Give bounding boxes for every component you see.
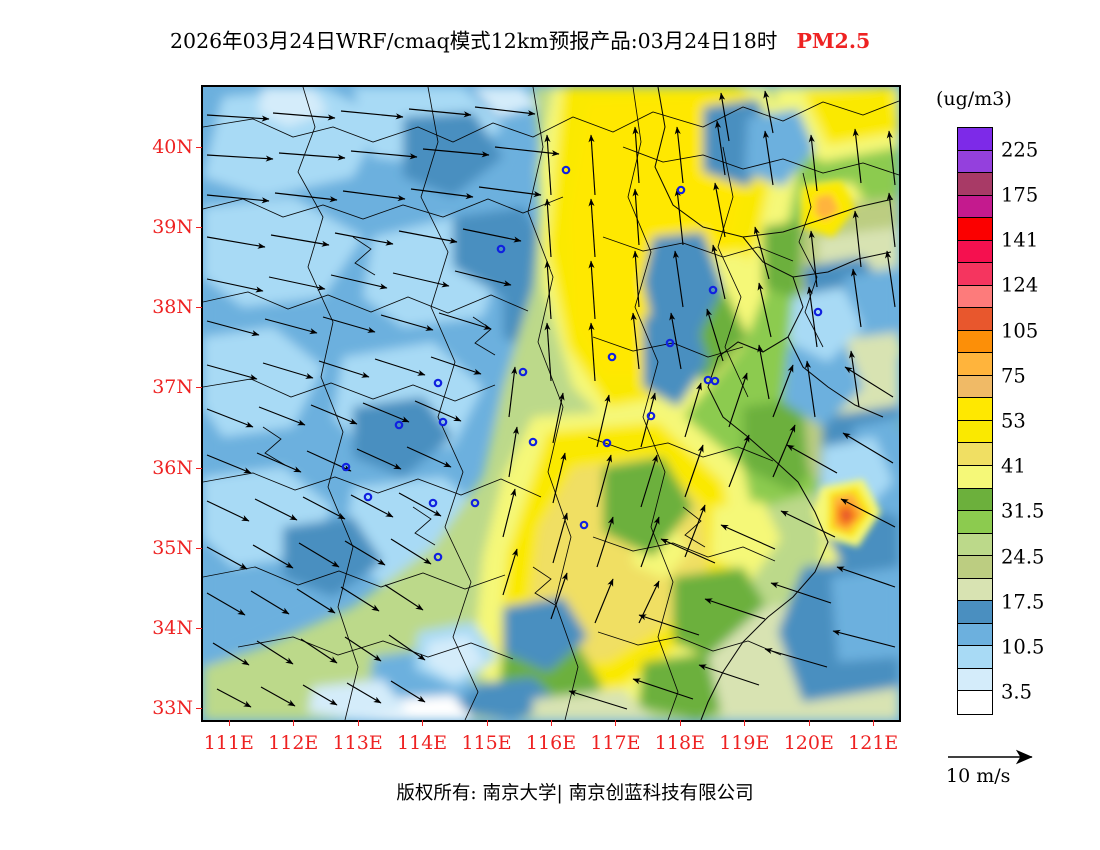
administrative-boundaries [203,87,899,720]
colorbar-band [958,195,992,219]
x-axis-label: 116E [525,732,577,754]
y-axis-tick [196,707,202,709]
y-axis-label: 36N [152,456,193,479]
colorbar-band [958,308,992,331]
colorbar-band [958,465,992,489]
title-species-label: PM2.5 [796,29,871,53]
colorbar-band [958,420,992,444]
map-plot-area[interactable] [201,85,901,722]
x-axis-tick [679,720,681,726]
y-axis-label: 38N [152,296,193,319]
station-marker-group[interactable] [341,165,823,562]
colorbar-band [958,668,992,692]
x-axis-tick [228,720,230,726]
y-axis-label: 39N [152,216,193,239]
colorbar-tick-label: 175 [1001,183,1039,207]
colorbar-band [958,263,992,286]
colorbar-band [958,240,992,264]
colorbar-band [958,330,992,354]
x-axis-label: 121E [848,732,899,754]
x-axis-tick [744,720,746,726]
colorbar-tick-label: 17.5 [1001,590,1045,614]
colorbar-unit-label: (ug/m3) [936,88,1012,110]
wind-scale-arrow [948,749,1033,765]
colorbar[interactable] [957,127,993,715]
colorbar-tick-label: 225 [1001,138,1039,162]
colorbar-band [958,556,992,579]
colorbar-tick-label: 31.5 [1001,499,1045,523]
wind-vector-field [206,90,896,710]
colorbar-tick-label: 24.5 [1001,545,1045,569]
colorbar-tick-label: 41 [1001,454,1026,478]
y-axis-label: 34N [152,616,193,639]
y-axis-label: 37N [152,376,193,399]
x-axis-label: 114E [397,732,448,754]
x-axis-tick [486,720,488,726]
x-axis-label: 120E [783,732,834,754]
colorbar-band [958,398,992,421]
page-title: 2026年03月24日WRF/cmaq模式12km预报产品:03月24日18时 … [170,24,970,54]
x-axis-tick [422,720,424,726]
y-axis-tick [196,387,202,389]
colorbar-tick-label: 105 [1001,319,1039,343]
wind-scale-label: 10 m/s [946,765,1011,787]
x-axis-tick [615,720,617,726]
y-axis-tick [196,467,202,469]
y-axis-tick [196,227,202,229]
colorbar-tick-label: 53 [1001,409,1026,433]
y-axis-tick [196,147,202,149]
copyright-footer: 版权所有: 南京大学| 南京创蓝科技有限公司 [0,779,1100,805]
colorbar-band [958,285,992,309]
colorbar-band [958,128,992,151]
x-axis-tick [873,720,875,726]
colorbar-band [958,601,992,624]
x-axis-tick [293,720,295,726]
y-axis-tick [196,307,202,309]
colorbar-tick-label: 3.5 [1001,680,1033,704]
y-axis-label: 33N [152,696,193,719]
y-axis-tick [196,547,202,549]
colorbar-tick-label: 124 [1001,273,1039,297]
x-axis-tick [551,720,552,726]
x-axis-label: 113E [332,732,383,754]
colorbar-tick-label: 75 [1001,364,1026,388]
title-main-text: 2026年03月24日WRF/cmaq模式12km预报产品:03月24日18时 [170,29,778,53]
colorbar-band [958,375,992,399]
colorbar-band [958,353,992,376]
colorbar-band [958,578,992,602]
x-axis-label: 118E [654,732,705,754]
x-axis-label: 119E [719,732,770,754]
x-axis-label: 115E [461,732,512,754]
x-axis-tick [808,720,810,726]
x-axis-label: 111E [203,732,254,754]
colorbar-band [958,511,992,534]
colorbar-band [958,150,992,174]
colorbar-tick-label: 10.5 [1001,635,1045,659]
copyright-text: 版权所有: 南京大学| 南京创蓝科技有限公司 [396,783,754,804]
x-axis-tick [357,720,359,726]
colorbar-tick-label: 141 [1001,228,1039,252]
colorbar-band [958,623,992,647]
concentration-field-svg [203,87,899,720]
x-axis-label: 112E [268,732,319,754]
colorbar-band [958,691,992,714]
colorbar-band [958,533,992,557]
colorbar-band [958,646,992,669]
y-axis-label: 40N [152,136,193,159]
x-axis-label: 117E [590,732,641,754]
y-axis-tick [196,627,202,629]
colorbar-band [958,443,992,466]
colorbar-band [958,173,992,196]
colorbar-band [958,488,992,512]
colorbar-band [958,218,992,241]
y-axis-label: 35N [152,536,193,559]
